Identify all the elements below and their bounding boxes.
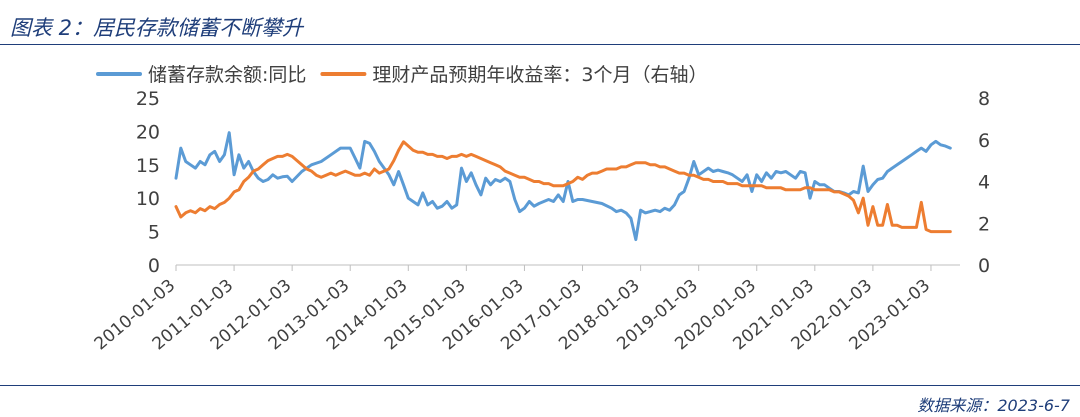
chart-series xyxy=(174,131,952,242)
right-axis-tick-label: 6 xyxy=(978,130,990,152)
chart-axes: 0510152025024682010-01-032011-01-032012-… xyxy=(91,88,990,354)
figure-title: 图表 2：居民存款储蓄不断攀升 xyxy=(10,16,304,40)
footer-divider xyxy=(0,385,1080,386)
left-axis-tick-label: 20 xyxy=(136,121,160,143)
series-line-2 xyxy=(174,140,952,234)
left-axis-tick-label: 15 xyxy=(136,155,160,177)
left-axis-tick-label: 5 xyxy=(148,222,160,244)
right-axis-tick-label: 4 xyxy=(978,172,990,194)
left-axis-tick-label: 0 xyxy=(148,255,160,277)
series-line-1 xyxy=(174,131,952,242)
legend-label-1: 储蓄存款余额:同比 xyxy=(148,64,306,86)
right-axis-tick-label: 8 xyxy=(978,88,990,110)
title-divider xyxy=(0,44,1080,45)
left-axis-tick-label: 25 xyxy=(136,88,160,110)
left-axis-tick-label: 10 xyxy=(136,188,160,210)
right-axis-tick-label: 0 xyxy=(978,255,990,277)
right-axis-tick-label: 2 xyxy=(978,213,990,235)
source-note: 数据来源：2023-6-7 xyxy=(917,396,1070,415)
legend-label-2: 理财产品预期年收益率：3个月（右轴） xyxy=(372,64,707,86)
chart-legend: 储蓄存款余额:同比 理财产品预期年收益率：3个月（右轴） xyxy=(96,64,708,86)
